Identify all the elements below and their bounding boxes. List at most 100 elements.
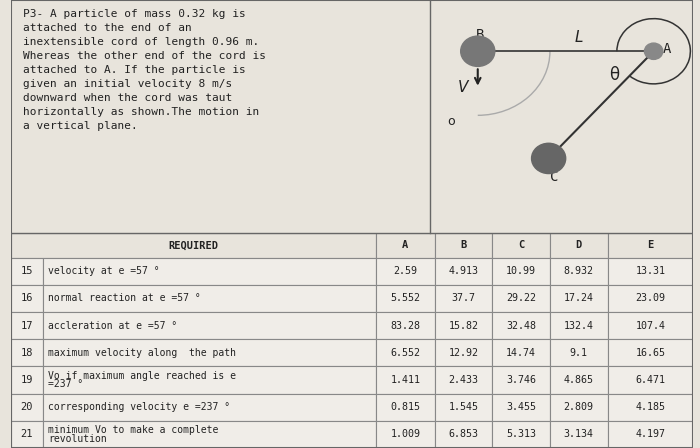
Text: 5.552: 5.552 bbox=[391, 293, 420, 303]
Bar bbox=[492, 339, 550, 366]
Bar bbox=[376, 394, 435, 421]
Bar bbox=[376, 366, 435, 394]
Text: 1.009: 1.009 bbox=[391, 429, 420, 439]
Bar bbox=[492, 421, 550, 448]
Text: 37.7: 37.7 bbox=[452, 293, 476, 303]
Bar bbox=[492, 233, 550, 258]
Bar bbox=[10, 285, 43, 312]
Bar bbox=[608, 339, 693, 366]
Bar bbox=[435, 233, 492, 258]
Text: 4.185: 4.185 bbox=[636, 402, 665, 412]
Text: 4.197: 4.197 bbox=[636, 429, 665, 439]
Bar bbox=[608, 285, 693, 312]
Bar bbox=[10, 258, 43, 285]
Text: REQUIRED: REQUIRED bbox=[168, 240, 218, 250]
Bar bbox=[550, 233, 608, 258]
Bar bbox=[43, 285, 376, 312]
Bar bbox=[376, 285, 435, 312]
Text: 5.313: 5.313 bbox=[506, 429, 536, 439]
Bar bbox=[608, 366, 693, 394]
Bar bbox=[550, 366, 608, 394]
Circle shape bbox=[531, 143, 566, 173]
Bar bbox=[435, 339, 492, 366]
Bar bbox=[608, 312, 693, 339]
Text: 3.134: 3.134 bbox=[564, 429, 594, 439]
Text: A: A bbox=[402, 240, 409, 250]
Text: 107.4: 107.4 bbox=[636, 321, 665, 331]
Text: 20: 20 bbox=[20, 402, 33, 412]
Text: 3.746: 3.746 bbox=[506, 375, 536, 385]
Text: 6.853: 6.853 bbox=[449, 429, 479, 439]
Text: revolution: revolution bbox=[48, 434, 107, 444]
Text: 12.92: 12.92 bbox=[449, 348, 479, 358]
Text: C: C bbox=[518, 240, 524, 250]
Text: D: D bbox=[575, 240, 582, 250]
Bar bbox=[550, 421, 608, 448]
Bar bbox=[550, 312, 608, 339]
Bar bbox=[550, 339, 608, 366]
Text: P3- A particle of mass 0.32 kg is
attached to the end of an
inextensible cord of: P3- A particle of mass 0.32 kg is attach… bbox=[23, 9, 266, 131]
Text: corresponding velocity e =237 °: corresponding velocity e =237 ° bbox=[48, 402, 230, 412]
Text: 6.552: 6.552 bbox=[391, 348, 420, 358]
Bar bbox=[376, 421, 435, 448]
Text: C: C bbox=[550, 170, 558, 184]
Text: 4.913: 4.913 bbox=[449, 266, 479, 276]
Bar bbox=[43, 258, 376, 285]
Bar bbox=[608, 258, 693, 285]
Text: 17.24: 17.24 bbox=[564, 293, 594, 303]
Text: o: o bbox=[448, 115, 455, 128]
Bar bbox=[435, 421, 492, 448]
Text: 2.809: 2.809 bbox=[564, 402, 594, 412]
Bar bbox=[376, 339, 435, 366]
Text: 14.74: 14.74 bbox=[506, 348, 536, 358]
Text: 17: 17 bbox=[20, 321, 33, 331]
Text: B: B bbox=[461, 240, 467, 250]
Text: A: A bbox=[663, 42, 671, 56]
Text: θ: θ bbox=[609, 65, 620, 83]
Text: 2.59: 2.59 bbox=[393, 266, 417, 276]
Bar bbox=[10, 339, 43, 366]
Text: =237 °: =237 ° bbox=[48, 379, 83, 389]
Text: L: L bbox=[575, 30, 583, 45]
Bar bbox=[550, 285, 608, 312]
Text: 16.65: 16.65 bbox=[636, 348, 665, 358]
Bar bbox=[608, 233, 693, 258]
Bar bbox=[10, 421, 43, 448]
Text: 0.815: 0.815 bbox=[391, 402, 420, 412]
Text: 132.4: 132.4 bbox=[564, 321, 594, 331]
Text: velocity at e =57 °: velocity at e =57 ° bbox=[48, 266, 160, 276]
Text: 21: 21 bbox=[20, 429, 33, 439]
Bar bbox=[43, 366, 376, 394]
Text: 13.31: 13.31 bbox=[636, 266, 665, 276]
Bar bbox=[492, 312, 550, 339]
Bar bbox=[43, 312, 376, 339]
Text: 8.932: 8.932 bbox=[564, 266, 594, 276]
Bar bbox=[43, 394, 376, 421]
Bar bbox=[43, 339, 376, 366]
Text: 9.1: 9.1 bbox=[570, 348, 588, 358]
Text: Vo if maximum angle reached is e: Vo if maximum angle reached is e bbox=[48, 371, 236, 381]
Text: 10.99: 10.99 bbox=[506, 266, 536, 276]
Text: 29.22: 29.22 bbox=[506, 293, 536, 303]
Bar bbox=[376, 258, 435, 285]
Bar bbox=[10, 312, 43, 339]
Text: 15.82: 15.82 bbox=[449, 321, 479, 331]
Text: normal reaction at e =57 °: normal reaction at e =57 ° bbox=[48, 293, 201, 303]
Bar bbox=[10, 366, 43, 394]
Text: minimum Vo to make a complete: minimum Vo to make a complete bbox=[48, 425, 218, 435]
Bar bbox=[608, 394, 693, 421]
Circle shape bbox=[645, 43, 663, 60]
Bar bbox=[608, 421, 693, 448]
Bar bbox=[492, 394, 550, 421]
Text: 23.09: 23.09 bbox=[636, 293, 665, 303]
Text: 1.545: 1.545 bbox=[449, 402, 479, 412]
Bar bbox=[550, 394, 608, 421]
Text: E: E bbox=[648, 240, 654, 250]
Text: 15: 15 bbox=[20, 266, 33, 276]
Text: 83.28: 83.28 bbox=[391, 321, 420, 331]
Bar bbox=[492, 285, 550, 312]
Text: accleration at e =57 °: accleration at e =57 ° bbox=[48, 321, 177, 331]
Bar bbox=[435, 366, 492, 394]
Bar bbox=[435, 394, 492, 421]
Bar bbox=[376, 233, 435, 258]
